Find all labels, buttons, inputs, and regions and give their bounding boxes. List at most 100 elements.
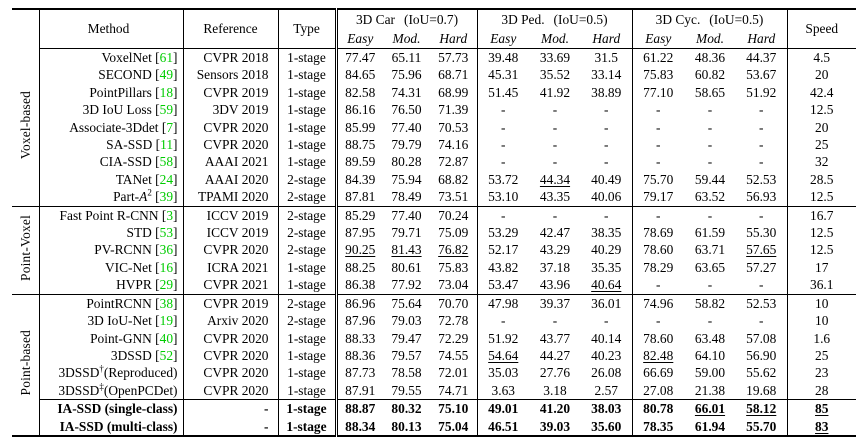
cell-speed: 83 [787, 418, 856, 436]
value-text: 56.93 [746, 189, 777, 205]
method-superscript: † [99, 364, 104, 374]
value-text: 82.58 [345, 84, 376, 100]
table-row: 3DSSD [52] CVPR 2020 1-stage 88.36 79.57 74.5… [12, 346, 856, 365]
cell-car-easy: 84.39 [336, 171, 383, 188]
table-row: Point-based PointRCNN [38] CVPR 2019 2-stag… [12, 293, 856, 436]
table-row: VIC-Net [16] ICRA 2021 1-stage 88.25 80.61 75… [12, 258, 856, 277]
value-text: 43.29 [539, 242, 571, 258]
citation-link[interactable]: 61 [159, 50, 174, 65]
cell-cyc-easy: - [632, 312, 684, 329]
cell-reference: CVPR 2019 [183, 293, 279, 313]
value-text: - [552, 313, 558, 329]
cell-car-easy: 87.73 [336, 364, 383, 381]
cell-car-hard: 68.71 [430, 66, 478, 84]
value-text: 78.29 [643, 259, 674, 275]
value-text: 63.52 [694, 189, 726, 205]
cell-reference: CVPR 2018 [183, 48, 279, 67]
cell-method: HVPR [29] [39, 276, 184, 295]
value-text: 39.37 [539, 295, 571, 311]
value-text: 82.48 [643, 347, 674, 363]
value-text: 87.73 [345, 365, 376, 381]
cell-ped-mod: 42.47 [529, 224, 581, 241]
cell-car-mod: 75.96 [383, 66, 430, 83]
value-text: 80.78 [643, 401, 674, 417]
cell-cyc-mod: - [684, 276, 736, 294]
citation-link[interactable]: 38 [159, 295, 174, 311]
cell-ped-hard: 31.5 [581, 48, 633, 67]
citation-link[interactable]: 18 [159, 84, 174, 100]
cell-car-mod: 77.92 [383, 276, 430, 294]
value-text: - [552, 119, 558, 135]
value-text: 59.00 [694, 365, 726, 381]
cell-cyc-easy: 80.78 [632, 399, 684, 418]
citation-link[interactable]: 16 [159, 259, 174, 275]
cell-cyc-hard: - [736, 312, 788, 330]
value-text: - [759, 313, 764, 329]
citation-link[interactable]: 39 [159, 189, 174, 205]
results-table-container: Method Reference Type 3D Car (IoU=0.7) 3D… [12, 8, 856, 437]
citation-link[interactable]: 19 [159, 313, 174, 329]
cell-reference: CVPR 2020 [183, 118, 279, 137]
citation-link[interactable]: 58 [159, 154, 174, 170]
cell-ped-mod: - [529, 153, 581, 170]
value-text: 79.03 [391, 313, 422, 329]
value-text: - [552, 137, 558, 153]
cell-type: 1-stage [278, 258, 338, 277]
value-text: 51.92 [746, 84, 777, 100]
citation-link[interactable]: 52 [159, 347, 174, 363]
cell-ped-mod: - [529, 136, 581, 153]
cell-car-mod: 80.61 [383, 259, 430, 276]
value-text: 74.16 [438, 137, 469, 153]
cell-reference: CVPR 2020 [183, 346, 279, 365]
cell-ped-easy: - [477, 312, 529, 329]
value-text: 43.96 [539, 277, 571, 293]
cell-type: 2-stage [278, 188, 338, 207]
cell-type: 1-stage [278, 276, 338, 295]
cell-speed: 16.7 [787, 205, 856, 225]
cell-car-mod: 79.57 [383, 347, 430, 364]
cell-car-easy: 82.58 [336, 84, 383, 101]
value-text: 89.59 [345, 154, 376, 170]
citation-link[interactable]: 24 [159, 171, 174, 187]
citation-link[interactable]: 53 [159, 225, 174, 241]
cell-car-easy: 77.47 [336, 49, 383, 67]
cell-cyc-hard: 55.70 [736, 417, 788, 436]
citation-link[interactable]: 49 [159, 67, 174, 83]
cell-ped-mod: 44.27 [529, 347, 581, 364]
citation-link[interactable]: 59 [159, 102, 174, 118]
cell-type: 2-stage [278, 224, 338, 242]
method-italic: A [139, 189, 148, 205]
citation-link[interactable]: 11 [160, 137, 174, 153]
table-row: 3DSSD‡(OpenPCDet) CVPR 2020 1-stage 87.91 79… [12, 381, 856, 400]
value-text: 63.71 [694, 242, 726, 258]
value-text: - [759, 119, 764, 135]
value-text: 46.51 [488, 418, 519, 434]
cell-reference: CVPR 2020 [183, 364, 279, 382]
cell-ped-hard: 38.03 [581, 399, 633, 418]
cell-cyc-easy: 78.29 [632, 259, 684, 276]
cell-ped-easy: 35.03 [477, 364, 529, 381]
cell-method: PV-RCNN [36] [39, 241, 184, 259]
cell-car-hard: 72.29 [430, 329, 478, 347]
value-text: 33.69 [539, 50, 571, 65]
cell-cyc-mod: - [684, 153, 736, 170]
value-text: 48.36 [694, 50, 726, 65]
sub-header-ped-easy: Easy [477, 29, 529, 49]
cell-cyc-mod: 61.94 [684, 418, 736, 436]
cell-reference: CVPR 2020 [183, 381, 279, 400]
cell-ped-easy: 54.64 [477, 347, 529, 364]
citation-link[interactable]: 40 [159, 330, 174, 346]
cell-method: 3D IoU Loss [59] [39, 101, 184, 119]
value-text: 88.87 [345, 401, 376, 417]
sub-header-car-mod: Mod. [383, 29, 430, 49]
citation-link[interactable]: 29 [159, 277, 174, 293]
cell-car-easy: 86.38 [336, 276, 383, 294]
citation-link[interactable]: 7 [166, 119, 174, 135]
cell-reference: TPAMI 2020 [183, 188, 279, 207]
citation-link[interactable]: 3 [166, 207, 174, 223]
cell-cyc-easy: - [632, 101, 684, 118]
citation-link[interactable]: 36 [159, 242, 174, 258]
value-text: 59.44 [694, 171, 726, 187]
value-text: - [604, 102, 609, 118]
value-text: 88.33 [345, 330, 376, 346]
